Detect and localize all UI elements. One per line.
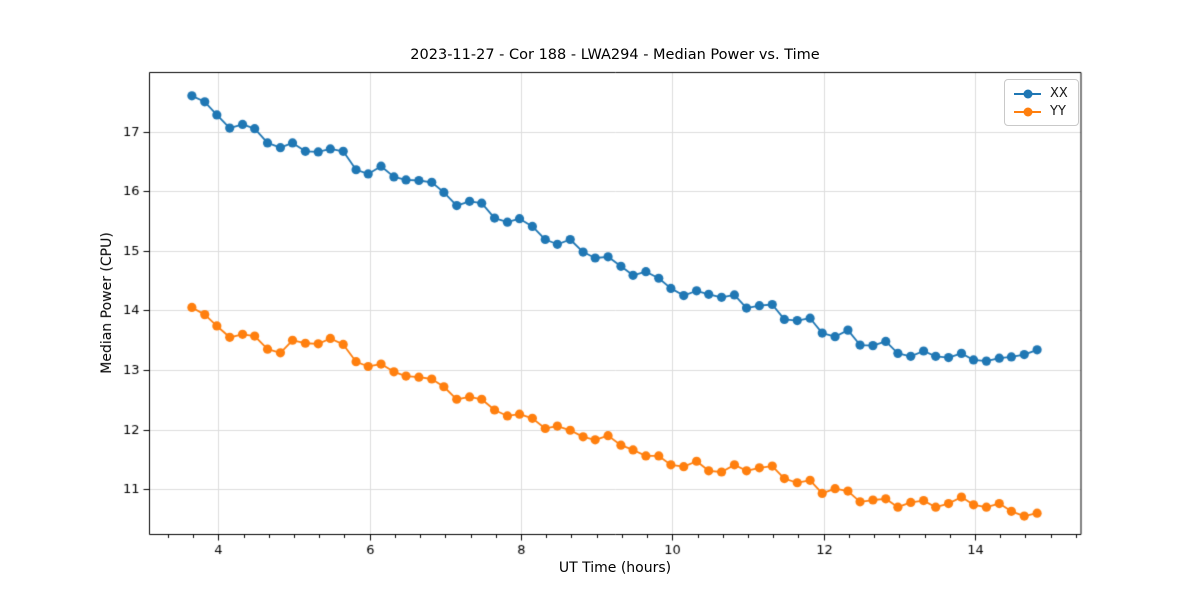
chart-title: 2023-11-27 - Cor 188 - LWA294 - Median P… (410, 47, 820, 63)
legend-item-xx: XX (1014, 87, 1068, 100)
legend-label-yy: YY (1050, 104, 1066, 119)
x-axis-label: UT Time (hours) (558, 560, 672, 576)
y-axis-label: Median Power (CPU) (99, 232, 115, 374)
legend-label-xx: XX (1050, 86, 1068, 101)
legend: XX YY (1004, 79, 1079, 126)
legend-line-marker-icon (1014, 107, 1041, 117)
legend-item-yy: YY (1014, 105, 1068, 118)
legend-line-marker-icon (1014, 89, 1041, 99)
